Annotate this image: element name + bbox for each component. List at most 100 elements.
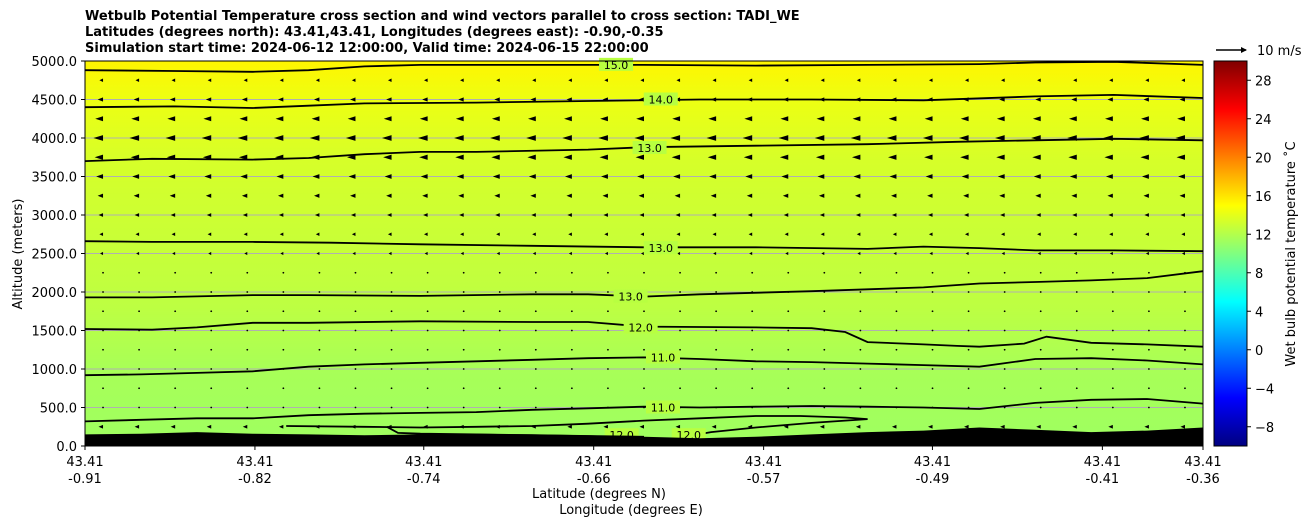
title-line-3: Simulation start time: 2024-06-12 12:00:… xyxy=(85,41,649,56)
wind-vector xyxy=(823,387,826,390)
wind-vector xyxy=(1108,424,1113,429)
contour-line xyxy=(84,93,1204,109)
wind-vector xyxy=(641,251,644,256)
wind-vector xyxy=(562,135,572,141)
wind-vector xyxy=(1039,271,1042,274)
wind-vector xyxy=(390,406,393,409)
wind-vector xyxy=(1036,213,1041,217)
wind-vector xyxy=(604,251,608,256)
wind-vector xyxy=(1148,348,1150,351)
wind-vector xyxy=(566,193,572,198)
colorbar xyxy=(1213,60,1248,447)
wind-vector xyxy=(99,78,104,82)
wind-vector xyxy=(643,271,645,274)
wind-vector xyxy=(931,348,934,351)
wind-vector xyxy=(715,310,718,313)
wind-vector xyxy=(97,97,104,102)
wind-vector xyxy=(1039,387,1042,390)
wind-vector xyxy=(426,271,429,274)
wind-vector xyxy=(570,329,573,332)
wind-vector xyxy=(246,387,249,390)
x-tick-label-lat: 43.41 xyxy=(66,455,103,470)
wind-vector xyxy=(745,174,753,179)
wind-vector xyxy=(679,368,681,370)
wind-vector xyxy=(135,78,140,82)
wind-vector xyxy=(426,368,429,370)
wind-vector xyxy=(1032,154,1041,160)
wind-vector xyxy=(1003,329,1006,332)
wind-vector xyxy=(241,97,248,102)
wind-vector xyxy=(532,251,536,256)
wind-vector xyxy=(967,291,970,293)
wind-vector xyxy=(1184,348,1186,351)
wind-vector xyxy=(675,213,681,217)
wind-vector xyxy=(422,97,428,102)
wind-vector xyxy=(134,213,140,217)
wind-vector xyxy=(388,251,392,256)
wind-vector xyxy=(204,174,212,179)
wind-vector xyxy=(381,135,392,141)
wind-vector xyxy=(751,368,754,370)
x-tick-label-lon: -0.57 xyxy=(747,472,781,487)
wind-vector xyxy=(1037,251,1041,256)
wind-vector xyxy=(1075,406,1078,409)
wind-vector xyxy=(602,193,608,198)
wind-vector xyxy=(1184,310,1186,313)
wind-vector xyxy=(424,251,428,256)
wind-vector xyxy=(278,424,284,429)
wind-vector xyxy=(927,193,933,198)
wind-vector xyxy=(174,271,177,274)
wind-vector xyxy=(712,232,717,236)
wind-vector xyxy=(532,78,536,82)
wind-vector xyxy=(751,348,754,351)
wind-vector xyxy=(314,193,320,198)
contour-line xyxy=(84,137,1204,162)
wind-vector xyxy=(931,310,934,313)
wind-vector xyxy=(1075,329,1078,332)
wind-vector xyxy=(495,213,500,217)
wind-vector xyxy=(1184,368,1186,370)
wind-vector xyxy=(239,116,248,122)
wind-vector xyxy=(135,232,140,236)
wind-vector xyxy=(138,291,140,293)
wind-vector xyxy=(387,78,392,82)
wind-vector xyxy=(534,329,537,332)
wind-vector xyxy=(1148,271,1150,274)
y-tick-label: 3000.0 xyxy=(32,209,78,224)
wind-vector xyxy=(715,368,718,370)
wind-vector xyxy=(570,387,573,390)
wind-vector xyxy=(853,174,861,179)
wind-vector xyxy=(859,271,862,274)
wind-vector xyxy=(426,348,429,351)
wind-vector xyxy=(528,174,536,179)
x-tick-label-lat: 43.41 xyxy=(914,455,951,470)
wind-vector xyxy=(676,78,681,82)
wind-vector xyxy=(1143,97,1149,102)
colorbar-tick-label: −4 xyxy=(1255,382,1274,397)
wind-vector xyxy=(747,213,753,217)
contour-line xyxy=(84,398,1204,423)
wind-vector xyxy=(600,116,608,122)
wind-vector xyxy=(675,424,681,429)
wind-vector xyxy=(1145,232,1149,236)
wind-vector xyxy=(1003,310,1006,313)
wind-vector xyxy=(857,251,861,256)
wind-vector xyxy=(1037,232,1041,236)
wind-reference-key: 10 m/s xyxy=(1216,44,1302,59)
wind-vector xyxy=(712,78,717,82)
y-axis-label: Altitude (meters) xyxy=(11,199,26,310)
wind-vector xyxy=(679,387,681,390)
wind-vector xyxy=(1142,174,1149,179)
wind-vector xyxy=(1039,291,1042,293)
wind-vector xyxy=(133,193,140,198)
wind-vector xyxy=(246,310,249,313)
wind-vector xyxy=(568,78,572,82)
wind-vector xyxy=(742,135,753,141)
wind-vector xyxy=(282,348,285,351)
wind-vector xyxy=(784,78,789,82)
wind-vector xyxy=(570,368,573,370)
wind-vector xyxy=(102,291,104,293)
wind-vector xyxy=(318,310,321,313)
contour-label-bg xyxy=(643,241,678,255)
wind-vector xyxy=(1039,329,1042,332)
